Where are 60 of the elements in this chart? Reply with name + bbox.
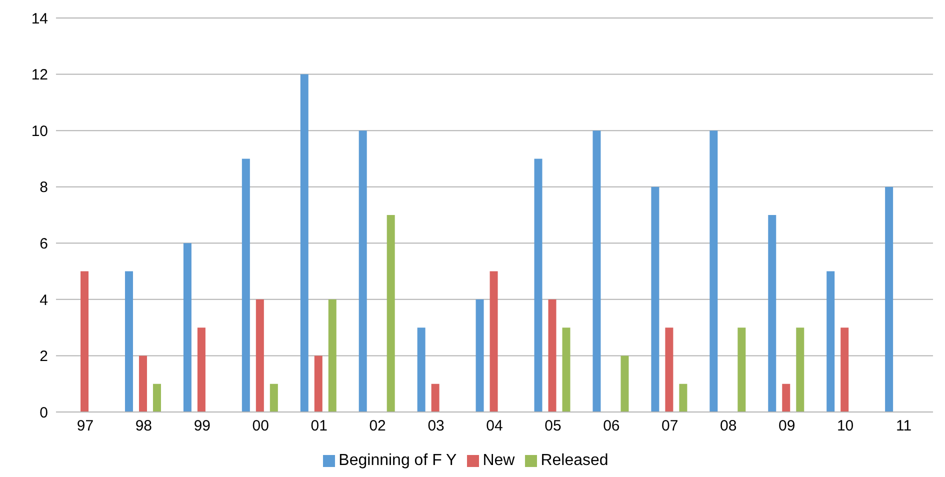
x-tick-label: 02 bbox=[369, 418, 386, 435]
bar bbox=[782, 384, 790, 412]
x-tick-label: 10 bbox=[836, 418, 854, 435]
bar bbox=[183, 243, 192, 412]
y-tick-label: 2 bbox=[40, 348, 48, 366]
x-tick-label: 00 bbox=[252, 418, 269, 435]
legend-label: New bbox=[482, 452, 515, 469]
bar bbox=[548, 299, 556, 412]
x-tick-label: 06 bbox=[603, 418, 620, 435]
bar bbox=[242, 158, 250, 412]
x-tick-label: 05 bbox=[544, 418, 562, 435]
bar bbox=[476, 299, 484, 412]
legend-label: Released bbox=[540, 452, 608, 469]
bar bbox=[665, 328, 674, 412]
bar bbox=[885, 186, 894, 412]
x-tick-label: 04 bbox=[486, 418, 503, 435]
bar bbox=[562, 328, 570, 412]
bar bbox=[679, 384, 688, 412]
bar bbox=[124, 271, 133, 412]
legend-label: Beginning of F Y bbox=[338, 452, 457, 469]
bar bbox=[328, 299, 336, 412]
y-tick-label: 4 bbox=[40, 292, 48, 309]
bar bbox=[840, 328, 849, 412]
x-tick-label: 99 bbox=[194, 418, 211, 435]
x-tick-label: 98 bbox=[135, 418, 152, 435]
bar bbox=[620, 356, 629, 412]
bar bbox=[358, 130, 367, 412]
x-tick-label: 03 bbox=[428, 418, 444, 435]
bar bbox=[826, 271, 835, 412]
bar bbox=[197, 328, 206, 412]
bar bbox=[300, 74, 308, 412]
y-tick-label: 0 bbox=[40, 404, 48, 422]
bar bbox=[490, 271, 498, 412]
x-tick-label: 11 bbox=[896, 418, 912, 435]
y-tick-label: 12 bbox=[31, 66, 48, 84]
bar bbox=[592, 130, 601, 412]
bar bbox=[314, 356, 322, 412]
bar bbox=[80, 271, 89, 412]
x-tick-label: 01 bbox=[310, 418, 328, 435]
x-tick-label: 08 bbox=[720, 418, 737, 435]
bar bbox=[796, 328, 804, 412]
x-tick-label: 09 bbox=[778, 418, 796, 435]
x-tick-label: 07 bbox=[662, 418, 678, 435]
bar bbox=[386, 215, 395, 412]
y-tick-label: 10 bbox=[31, 122, 48, 140]
y-tick-label: 6 bbox=[40, 235, 48, 252]
bar bbox=[138, 356, 147, 412]
y-tick-label: 14 bbox=[31, 10, 48, 28]
bar bbox=[738, 328, 746, 412]
bar bbox=[256, 299, 264, 412]
bar bbox=[431, 384, 440, 412]
x-tick-label: 97 bbox=[76, 418, 94, 435]
bar bbox=[417, 328, 426, 412]
bar bbox=[152, 384, 161, 412]
bar bbox=[651, 186, 660, 412]
y-tick-label: 8 bbox=[40, 179, 48, 196]
bar bbox=[768, 215, 776, 412]
bar bbox=[710, 130, 718, 412]
bar bbox=[270, 384, 278, 412]
bar bbox=[534, 158, 542, 412]
